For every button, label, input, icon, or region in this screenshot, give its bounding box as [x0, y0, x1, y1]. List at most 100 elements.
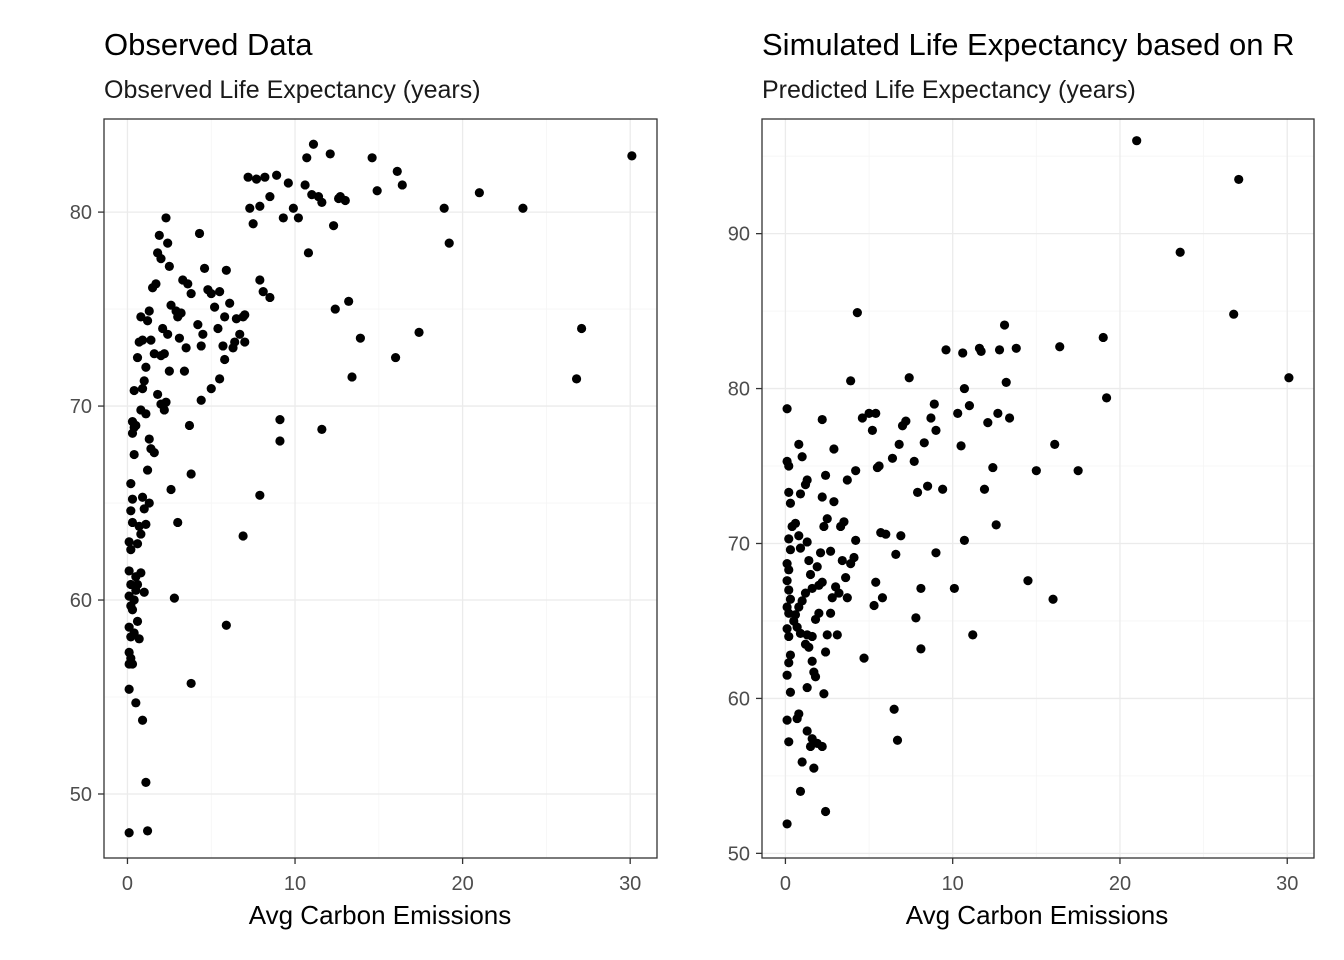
- data-point: [131, 420, 141, 431]
- data-point: [785, 687, 796, 697]
- data-point: [132, 352, 143, 363]
- data-point: [161, 213, 171, 223]
- axis-ticks: 0 10 20 30 50 60 70 80 90: [728, 224, 1299, 895]
- data-point: [571, 374, 582, 384]
- data-point: [887, 453, 898, 463]
- data-point: [218, 341, 228, 351]
- data-point: [215, 374, 225, 384]
- data-point: [938, 484, 948, 494]
- data-point: [221, 620, 231, 630]
- data-point: [194, 228, 205, 239]
- data-point: [141, 519, 151, 529]
- data-point: [221, 265, 231, 275]
- data-point: [959, 383, 970, 394]
- data-point: [245, 203, 255, 213]
- y-tick-label: 70: [70, 396, 92, 418]
- data-point: [225, 298, 235, 308]
- data-point: [166, 484, 176, 495]
- data-point: [193, 320, 203, 330]
- data-point: [129, 449, 139, 460]
- data-point: [964, 401, 975, 411]
- data-point: [820, 470, 831, 480]
- data-point: [797, 452, 807, 462]
- data-point: [959, 535, 970, 546]
- scatter-points: [124, 139, 637, 838]
- x-tick-label: 20: [451, 873, 473, 895]
- data-point: [807, 631, 817, 642]
- grid-lines: [762, 119, 1314, 858]
- data-point: [161, 397, 171, 407]
- x-tick-label: 10: [942, 873, 964, 895]
- data-point: [812, 562, 822, 572]
- data-point: [164, 366, 174, 376]
- data-point: [181, 343, 191, 353]
- data-point: [127, 605, 138, 615]
- data-point: [251, 174, 262, 184]
- data-point: [179, 366, 190, 376]
- x-tick-label: 30: [619, 873, 641, 895]
- data-point: [124, 566, 134, 576]
- data-point: [131, 585, 141, 595]
- grid-lines: [104, 119, 657, 858]
- data-point: [347, 372, 357, 382]
- y-tick-label: 80: [70, 202, 92, 224]
- data-point: [206, 384, 216, 394]
- data-point: [802, 682, 812, 693]
- data-point: [842, 475, 852, 485]
- data-point: [1098, 332, 1108, 343]
- data-point: [785, 650, 796, 660]
- data-point: [127, 494, 138, 504]
- data-point: [199, 263, 210, 273]
- data-point: [142, 316, 153, 326]
- data-point: [1001, 377, 1011, 387]
- data-point: [953, 408, 963, 418]
- data-point: [255, 490, 265, 500]
- data-point: [151, 279, 161, 289]
- data-point: [832, 630, 842, 640]
- data-point: [283, 178, 293, 188]
- data-point: [137, 492, 148, 502]
- data-point: [278, 213, 288, 223]
- data-point: [136, 405, 146, 415]
- data-point: [825, 608, 836, 618]
- data-point: [852, 308, 862, 318]
- data-point: [841, 572, 851, 583]
- data-point: [124, 684, 134, 694]
- data-point: [131, 698, 141, 708]
- data-point: [784, 461, 794, 471]
- data-point: [230, 337, 240, 347]
- data-point: [822, 514, 832, 524]
- data-point: [272, 170, 282, 180]
- data-point: [916, 583, 926, 594]
- panel-title: Simulated Life Expectancy based on R: [762, 27, 1294, 62]
- panel-subtitle: Predicted Life Expectancy (years): [762, 76, 1136, 104]
- scatter-points: [782, 136, 1294, 829]
- data-point: [127, 517, 138, 528]
- data-point: [829, 497, 839, 507]
- data-point: [889, 704, 899, 714]
- data-point: [795, 543, 806, 553]
- data-point: [864, 408, 874, 418]
- data-point: [159, 405, 169, 415]
- data-point: [149, 448, 159, 458]
- data-point: [390, 352, 401, 363]
- data-point: [874, 461, 884, 471]
- data-point: [260, 172, 270, 182]
- data-point: [127, 659, 138, 669]
- y-tick-label: 90: [728, 224, 750, 246]
- data-point: [372, 186, 382, 196]
- data-point: [912, 487, 923, 497]
- data-point: [317, 424, 327, 434]
- data-point: [258, 287, 268, 297]
- data-point: [795, 786, 806, 796]
- data-point: [132, 539, 143, 549]
- data-point: [136, 529, 146, 539]
- data-point: [139, 587, 149, 597]
- x-axis-title: Avg Carbon Emissions: [906, 900, 1169, 930]
- y-tick-label: 50: [70, 784, 92, 806]
- data-point: [825, 546, 836, 556]
- data-point: [817, 741, 827, 752]
- data-point: [328, 221, 339, 231]
- data-point: [1101, 393, 1112, 403]
